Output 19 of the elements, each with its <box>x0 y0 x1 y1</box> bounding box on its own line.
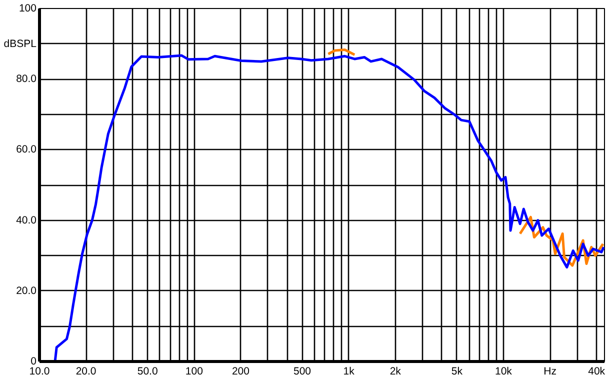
x-tick-label: 5k <box>451 366 464 378</box>
x-tick-label: Hz <box>544 366 556 378</box>
y-tick-label: 60.0 <box>16 144 37 156</box>
x-tick-label: 1k <box>343 366 356 378</box>
x-tick-label: 40k <box>588 366 606 378</box>
y-tick-label: 80.0 <box>16 73 37 86</box>
x-tick-label: 10k <box>495 366 513 378</box>
x-tick-label: 10.0 <box>29 366 50 378</box>
x-tick-label: 50.0 <box>137 366 158 378</box>
x-tick-label: 100 <box>185 366 204 378</box>
x-tick-label: 200 <box>232 366 250 378</box>
y-tick-label: 0 <box>30 356 37 368</box>
y-tick-label: 20.0 <box>16 284 37 297</box>
y-tick-label: 40.0 <box>16 214 37 226</box>
x-tick-label: 20.0 <box>76 366 96 378</box>
y-tick-label: dBSPL <box>4 38 37 50</box>
x-tick-label: 500 <box>294 366 312 378</box>
x-tick-label: 2k <box>390 366 402 378</box>
y-tick-label: 100 <box>18 2 37 14</box>
